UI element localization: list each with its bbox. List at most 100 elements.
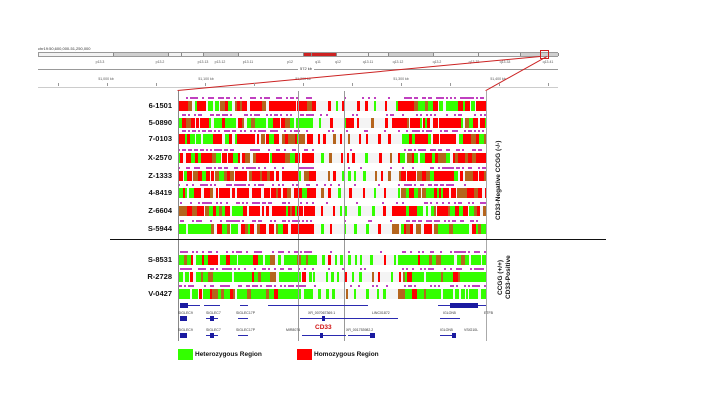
cd33-gene-structure[interactable]	[302, 335, 346, 336]
variant-dot	[294, 251, 296, 253]
gene-structure[interactable]	[348, 335, 374, 336]
ideogram-band	[39, 53, 114, 56]
gene-structure[interactable]	[238, 335, 248, 336]
variant-dot	[296, 220, 298, 222]
heterozygous-segment	[461, 255, 465, 265]
variant-dot	[206, 149, 208, 151]
variant-dot	[210, 268, 212, 270]
exon[interactable]	[452, 333, 456, 338]
variant-dot	[196, 167, 198, 169]
heterozygous-segment	[418, 101, 421, 111]
variant-dot	[300, 202, 302, 204]
exon[interactable]	[370, 333, 375, 338]
exon[interactable]	[210, 333, 214, 338]
homozygous-segment	[385, 118, 388, 128]
heterozygous-segment	[410, 255, 412, 265]
heterozygous-segment	[481, 289, 484, 299]
heterozygous-segment	[428, 289, 430, 299]
heterozygous-segment	[278, 289, 283, 299]
gene-structure[interactable]	[238, 318, 248, 319]
homozygous-segment	[424, 224, 428, 234]
sample-track[interactable]	[178, 206, 486, 216]
homozygous-segment	[307, 188, 312, 198]
heterozygous-segment	[467, 224, 469, 234]
sample-track[interactable]	[178, 101, 486, 111]
sample-track[interactable]	[178, 224, 486, 234]
cd33-exon[interactable]	[320, 333, 323, 338]
ruler-label: 51,400 kb	[490, 77, 506, 81]
homozygous-segment	[392, 118, 395, 128]
gene-structure[interactable]	[348, 318, 398, 319]
heterozygous-segment	[262, 118, 266, 128]
variant-dot	[408, 285, 410, 287]
heterozygous-segment	[428, 272, 430, 282]
sample-track[interactable]	[178, 171, 486, 181]
gene-structure[interactable]	[268, 305, 368, 306]
sample-track[interactable]	[178, 255, 486, 265]
ideogram-band	[239, 53, 304, 56]
homozygous-segment	[227, 171, 230, 181]
heterozygous-segment	[450, 206, 455, 216]
exon[interactable]	[180, 333, 187, 338]
variant-dot	[204, 202, 206, 204]
variant-dot	[474, 149, 476, 151]
homozygous-segment	[282, 171, 285, 181]
sample-track[interactable]	[178, 188, 486, 198]
homozygous-segment	[213, 206, 216, 216]
variant-dot	[446, 97, 448, 99]
variant-dot	[462, 220, 464, 222]
homozygous-segment	[262, 171, 267, 181]
variant-dot	[202, 184, 204, 186]
gene-label: IGLON5	[443, 311, 456, 315]
variant-dot	[254, 220, 256, 222]
heterozygous-segment	[365, 153, 368, 163]
gene-structure[interactable]	[180, 305, 200, 306]
heterozygous-segment	[437, 188, 439, 198]
exon[interactable]	[180, 303, 188, 308]
variant-dot	[474, 268, 476, 270]
variant-dot	[374, 97, 376, 99]
gene-structure[interactable]	[204, 305, 220, 306]
gene-structure[interactable]	[240, 305, 248, 306]
homozygous-segment	[242, 153, 245, 163]
variant-dot	[198, 114, 200, 116]
track-panel[interactable]	[178, 91, 487, 341]
sample-track[interactable]	[178, 134, 486, 144]
variant-dot	[188, 285, 190, 287]
variant-dot	[242, 167, 244, 169]
variant-dot	[468, 167, 470, 169]
sample-track[interactable]	[178, 118, 486, 128]
variant-dot	[480, 268, 482, 270]
heterozygous-segment	[239, 272, 241, 282]
sample-track[interactable]	[178, 289, 486, 299]
variant-dot	[226, 149, 228, 151]
heterozygous-segment	[388, 171, 391, 181]
sample-track[interactable]	[178, 272, 486, 282]
variant-dot	[238, 202, 240, 204]
homozygous-segment	[296, 224, 299, 234]
heterozygous-segment	[245, 272, 250, 282]
variant-dot	[398, 130, 400, 132]
sample-label: Z-6604	[148, 206, 172, 215]
exon[interactable]	[180, 316, 187, 321]
homozygous-segment	[219, 188, 224, 198]
gene-structure[interactable]	[440, 335, 456, 336]
variant-dot	[390, 220, 392, 222]
sample-track[interactable]	[178, 153, 486, 163]
variant-dot	[290, 130, 292, 132]
variant-dot	[482, 268, 484, 270]
chromosome-ideogram[interactable]	[38, 52, 559, 57]
gene-structure[interactable]	[440, 318, 460, 319]
ideogram-band	[369, 53, 389, 56]
exon[interactable]	[450, 303, 478, 308]
homozygous-segment	[409, 171, 413, 181]
heterozygous-segment	[474, 188, 478, 198]
exon[interactable]	[210, 316, 214, 321]
heterozygous-segment	[465, 153, 468, 163]
variant-dot	[226, 285, 228, 287]
variant-dot	[422, 149, 424, 151]
heterozygous-segment	[359, 272, 362, 282]
heterozygous-segment	[477, 255, 481, 265]
variant-dot	[344, 220, 346, 222]
exon[interactable]	[322, 316, 325, 321]
